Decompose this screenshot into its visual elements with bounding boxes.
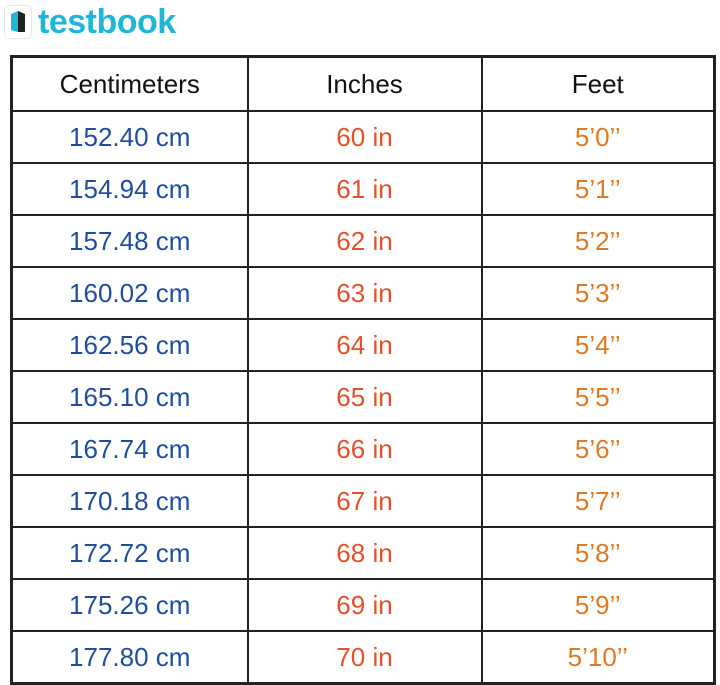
cell-inches: 68 in: [246, 526, 483, 580]
testbook-logo: testbook: [4, 2, 176, 42]
cell-feet: 5’8’’: [480, 526, 716, 580]
table-row: 157.48 cm 62 in 5’2’’: [10, 214, 716, 268]
table-row: 162.56 cm 64 in 5’4’’: [10, 318, 716, 372]
cell-feet: 5’6’’: [480, 422, 716, 476]
cell-inches: 69 in: [246, 578, 483, 632]
cell-feet: 5’7’’: [480, 474, 716, 528]
header-inches: Inches: [246, 55, 483, 112]
cell-centimeters: 165.10 cm: [10, 370, 249, 424]
header-centimeters: Centimeters: [10, 55, 249, 112]
cell-feet: 5’4’’: [480, 318, 716, 372]
table-row: 167.74 cm 66 in 5’6’’: [10, 422, 716, 476]
cell-inches: 65 in: [246, 370, 483, 424]
cell-feet: 5’3’’: [480, 266, 716, 320]
table-row: 160.02 cm 63 in 5’3’’: [10, 266, 716, 320]
cell-inches: 62 in: [246, 214, 483, 268]
table-row: 152.40 cm 60 in 5’0’’: [10, 110, 716, 164]
cell-centimeters: 152.40 cm: [10, 110, 249, 164]
cell-inches: 67 in: [246, 474, 483, 528]
cell-inches: 63 in: [246, 266, 483, 320]
cell-inches: 64 in: [246, 318, 483, 372]
table-row: 177.80 cm 70 in 5’10’’: [10, 630, 716, 685]
header-row: Centimeters Inches Feet: [10, 55, 716, 112]
cell-centimeters: 170.18 cm: [10, 474, 249, 528]
cell-centimeters: 167.74 cm: [10, 422, 249, 476]
cell-inches: 60 in: [246, 110, 483, 164]
cell-feet: 5’1’’: [480, 162, 716, 216]
table-row: 172.72 cm 68 in 5’8’’: [10, 526, 716, 580]
cell-centimeters: 160.02 cm: [10, 266, 249, 320]
logo-text: testbook: [38, 2, 176, 41]
cell-centimeters: 175.26 cm: [10, 578, 249, 632]
cell-feet: 5’9’’: [480, 578, 716, 632]
cell-feet: 5’0’’: [480, 110, 716, 164]
table-row: 170.18 cm 67 in 5’7’’: [10, 474, 716, 528]
table-row: 175.26 cm 69 in 5’9’’: [10, 578, 716, 632]
cell-feet: 5’5’’: [480, 370, 716, 424]
table-row: 165.10 cm 65 in 5’5’’: [10, 370, 716, 424]
cell-centimeters: 177.80 cm: [10, 630, 249, 685]
cell-feet: 5’10’’: [480, 630, 716, 685]
table-row: 154.94 cm 61 in 5’1’’: [10, 162, 716, 216]
cell-inches: 66 in: [246, 422, 483, 476]
cell-centimeters: 154.94 cm: [10, 162, 249, 216]
cell-centimeters: 172.72 cm: [10, 526, 249, 580]
cell-inches: 61 in: [246, 162, 483, 216]
testbook-book-icon: [4, 5, 32, 39]
cell-inches: 70 in: [246, 630, 483, 685]
header-feet: Feet: [480, 55, 716, 112]
height-conversion-table: Centimeters Inches Feet 152.40 cm 60 in 5’…: [10, 55, 716, 685]
cell-centimeters: 162.56 cm: [10, 318, 249, 372]
cell-centimeters: 157.48 cm: [10, 214, 249, 268]
cell-feet: 5’2’’: [480, 214, 716, 268]
